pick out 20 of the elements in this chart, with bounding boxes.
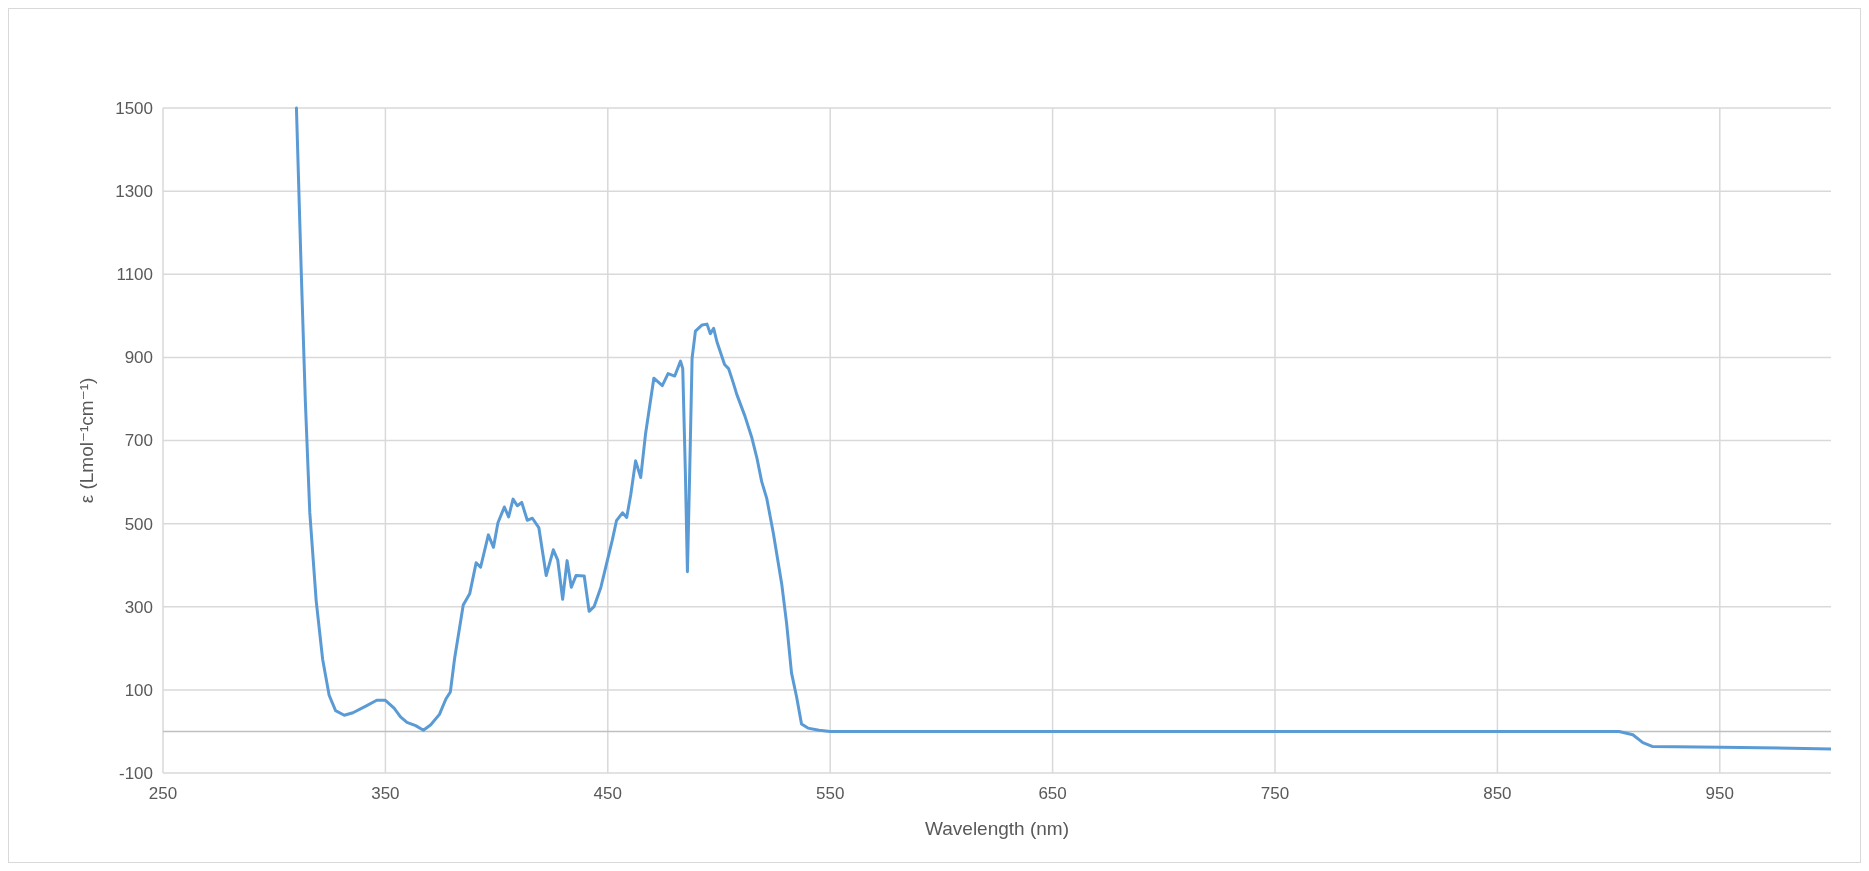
y-tick-label: 1500 — [115, 98, 153, 118]
x-tick-label: 350 — [371, 784, 400, 803]
y-tick-label: 500 — [124, 514, 153, 534]
x-axis-title: Wavelength (nm) — [925, 818, 1069, 839]
y-tick-label: 100 — [124, 680, 153, 700]
x-tick-label: 950 — [1705, 784, 1734, 803]
x-tick-label: 450 — [593, 784, 622, 803]
x-tick-label: 550 — [816, 784, 845, 803]
y-tick-label: 1300 — [115, 182, 153, 202]
x-tick-label: 650 — [1038, 784, 1067, 803]
y-tick-label: 1100 — [116, 265, 153, 285]
y-tick-label: 900 — [124, 348, 153, 368]
line-series — [294, 106, 1831, 751]
y-tick-label: 300 — [124, 597, 153, 617]
y-tick-label: 700 — [124, 431, 153, 451]
y-axis-title: ε (Lmol⁻¹cm⁻¹) — [76, 377, 97, 504]
x-tick-label: 750 — [1260, 784, 1290, 803]
x-tick-label: 250 — [148, 784, 178, 803]
y-tick-label: -100 — [118, 763, 153, 783]
x-tick-label: 850 — [1483, 784, 1512, 803]
